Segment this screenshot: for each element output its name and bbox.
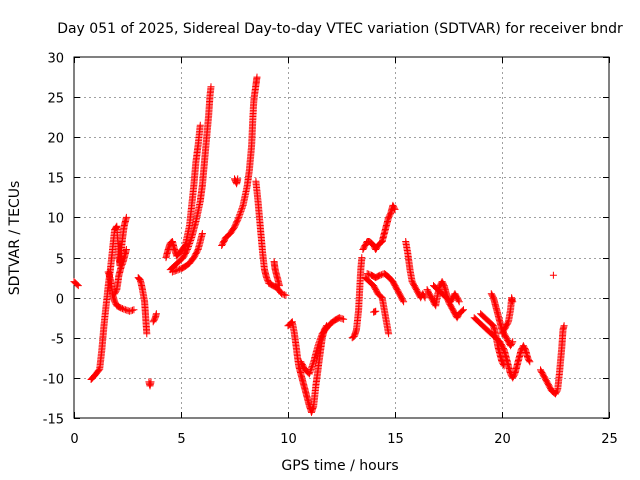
plus-markers: [218, 73, 261, 249]
plus-markers: [111, 246, 130, 298]
plus-markers: [168, 230, 206, 276]
x-tick-label: 25: [601, 432, 618, 447]
data-series-segment: [430, 282, 463, 306]
plus-markers: [348, 254, 366, 342]
chart-title: Day 051 of 2025, Sidereal Day-to-day VTE…: [57, 21, 623, 37]
data-series-segment: [402, 238, 429, 302]
plus-markers: [104, 268, 138, 315]
x-tick-label: 20: [494, 432, 511, 447]
plus-markers: [361, 274, 393, 338]
data-series-segment: [284, 318, 330, 416]
y-tick-label: 10: [47, 212, 64, 227]
data-series-segment: [361, 274, 393, 338]
data-series-segment: [149, 310, 160, 326]
y-tick-label: 20: [47, 132, 64, 147]
plus-markers: [231, 175, 242, 188]
plus-markers: [252, 177, 290, 299]
plus-markers: [359, 201, 399, 253]
data-series-segment: [104, 268, 138, 315]
data-series-segment: [477, 310, 508, 370]
data-series-segment: [252, 177, 290, 299]
plus-markers: [270, 258, 283, 290]
data-series-segment: [348, 254, 366, 342]
plus-markers: [162, 121, 204, 262]
y-tick-label: 15: [47, 172, 64, 187]
axis-ticks: -15 -10 -5 0 5 10 15 20 25 30 0 5 10 15 20 25: [43, 52, 618, 448]
plus-markers: [430, 282, 463, 306]
data-series-segment: [111, 246, 130, 298]
data-series-segment: [297, 314, 348, 378]
data-series-segment: [549, 271, 557, 279]
data-series-segment: [166, 83, 215, 274]
grid-lines: [74, 57, 609, 418]
plus-markers: [284, 318, 330, 416]
data-series-segment: [162, 121, 204, 262]
y-tick-label: -5: [51, 333, 64, 348]
y-tick-label: 5: [56, 253, 64, 268]
data-points: [70, 73, 568, 416]
y-tick-label: -15: [43, 413, 64, 428]
data-series-segment: [145, 378, 155, 390]
x-tick-label: 0: [70, 432, 78, 447]
data-series-segment: [498, 294, 517, 338]
plus-markers: [477, 310, 508, 370]
plot-frame: [73, 56, 610, 419]
data-series-segment: [168, 230, 206, 276]
data-series-segment: [134, 274, 151, 338]
plus-markers: [498, 294, 517, 338]
data-series-segment: [70, 278, 82, 290]
y-tick-label: 30: [47, 52, 64, 67]
data-series-segment: [270, 258, 283, 290]
data-series-segment: [218, 73, 261, 249]
plus-markers: [134, 274, 151, 338]
plus-markers: [70, 278, 82, 290]
x-tick-label: 15: [387, 432, 404, 447]
plus-markers: [166, 83, 215, 274]
plus-markers: [363, 270, 408, 306]
plus-markers: [149, 310, 160, 326]
plus-markers: [145, 378, 155, 390]
y-tick-label: 25: [47, 92, 64, 107]
y-tick-label: 0: [56, 293, 64, 308]
x-tick-label: 10: [280, 432, 297, 447]
plus-markers: [402, 238, 429, 302]
plus-markers: [370, 307, 380, 316]
plus-markers: [537, 322, 568, 398]
data-series-segment: [537, 322, 568, 398]
data-series-segment: [231, 175, 242, 188]
plus-markers: [297, 314, 348, 378]
x-tick-label: 5: [177, 432, 185, 447]
data-series-segment: [370, 307, 380, 316]
data-series-segment: [359, 201, 399, 253]
x-axis-label: GPS time / hours: [281, 458, 398, 474]
y-axis-label: SDTVAR / TECUs: [7, 181, 23, 296]
data-series-segment: [363, 270, 408, 306]
y-tick-label: -10: [43, 373, 64, 388]
plus-markers: [549, 271, 557, 279]
